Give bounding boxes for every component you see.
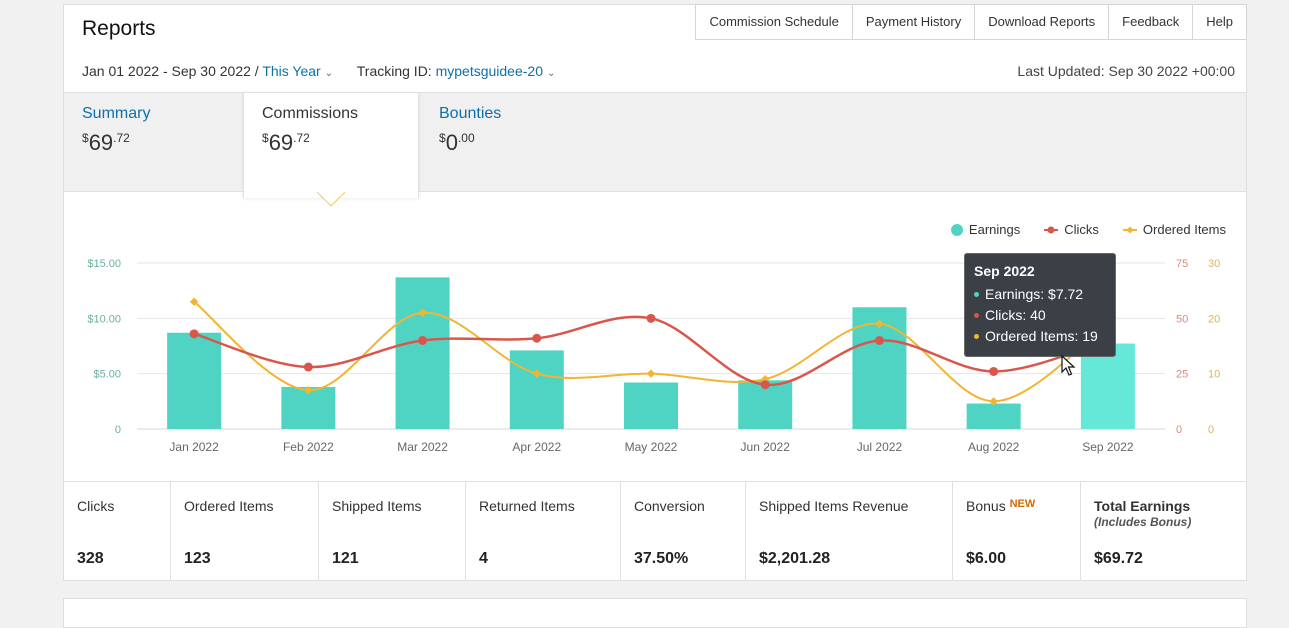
ordered-items-line-icon bbox=[1122, 225, 1137, 234]
stat-ordered-items: Ordered Items 123 bbox=[171, 482, 319, 581]
ordered-items-point bbox=[304, 386, 313, 395]
tooltip-title: Sep 2022 bbox=[974, 263, 1035, 279]
next-panel bbox=[63, 598, 1247, 628]
top-links: Commission Schedule Payment History Down… bbox=[695, 4, 1247, 40]
stat-shipped-items: Shipped Items 121 bbox=[319, 482, 466, 581]
legend-earnings[interactable]: Earnings bbox=[950, 222, 1020, 237]
earnings-dot-icon bbox=[950, 223, 963, 236]
clicks-point bbox=[646, 313, 656, 323]
reports-panel: Reports Commission Schedule Payment Hist… bbox=[63, 4, 1247, 581]
tracking-label: Tracking ID: bbox=[356, 63, 436, 79]
payment-history-link[interactable]: Payment History bbox=[853, 5, 976, 39]
help-link[interactable]: Help bbox=[1193, 5, 1247, 39]
feedback-link[interactable]: Feedback bbox=[1109, 5, 1194, 39]
tab-label: Commissions bbox=[262, 105, 359, 122]
x-tick-label: Feb 2022 bbox=[283, 440, 334, 454]
x-tick-label: Jun 2022 bbox=[741, 440, 791, 454]
ordered-items-point bbox=[646, 369, 656, 378]
clicks-point bbox=[874, 335, 884, 345]
stat-clicks: Clicks 328 bbox=[64, 482, 171, 581]
commission-schedule-link[interactable]: Commission Schedule bbox=[696, 5, 853, 39]
last-updated: Last Updated: Sep 30 2022 +00:00 bbox=[1017, 63, 1235, 79]
legend-ordered-items[interactable]: Ordered Items bbox=[1122, 222, 1226, 237]
clicks-point bbox=[532, 333, 542, 343]
x-tick-label: Sep 2022 bbox=[1082, 440, 1134, 454]
stat-conversion: Conversion 37.50% bbox=[621, 482, 746, 581]
stats-row: Clicks 328 Ordered Items 123 Shipped Items… bbox=[64, 481, 1246, 581]
earnings-bar bbox=[509, 350, 564, 429]
tracking-id-dropdown[interactable]: mypetsguidee-20 bbox=[435, 63, 543, 79]
chart-legend: Earnings Clicks Ordered Items bbox=[950, 222, 1226, 237]
tab-amount: $69.72 bbox=[262, 130, 310, 155]
y-right-clicks-tick-label: 0 bbox=[1176, 424, 1182, 436]
tab-label: Summary bbox=[82, 105, 151, 122]
earnings-bar bbox=[167, 332, 222, 429]
tooltip-ordered: Ordered Items: 19 bbox=[974, 328, 1106, 344]
tabs-band: Summary $69.72 Commissions $69.72 Bounti… bbox=[64, 92, 1246, 198]
y-left-tick-label: $10.00 bbox=[87, 313, 121, 325]
tab-commissions[interactable]: Commissions $69.72 bbox=[243, 92, 419, 198]
earnings-bar bbox=[624, 382, 678, 429]
earnings-bar bbox=[395, 277, 450, 429]
clicks-point bbox=[303, 362, 313, 372]
earnings-bar bbox=[966, 403, 1021, 429]
tooltip-earnings: Earnings: $7.72 bbox=[974, 286, 1106, 302]
y-right-clicks-tick-label: 75 bbox=[1176, 258, 1188, 270]
stat-bonus: Bonus NEW $6.00 bbox=[953, 482, 1081, 581]
chart-tooltip: Sep 2022 Earnings: $7.72 Clicks: 40 Orde… bbox=[964, 253, 1116, 357]
x-tick-label: May 2022 bbox=[625, 440, 678, 454]
x-tick-label: Apr 2022 bbox=[512, 440, 561, 454]
date-range: Jan 01 2022 - Sep 30 2022 / bbox=[82, 63, 263, 79]
y-right-clicks-tick-label: 25 bbox=[1176, 369, 1188, 381]
tab-bounties[interactable]: Bounties $0.00 bbox=[421, 93, 597, 193]
ordered-items-point bbox=[418, 308, 427, 318]
clicks-point bbox=[418, 335, 428, 345]
tab-summary[interactable]: Summary $69.72 bbox=[64, 93, 240, 193]
new-badge: NEW bbox=[1009, 498, 1036, 510]
mouse-cursor-icon bbox=[1061, 355, 1076, 376]
stat-total-earnings: Total Earnings (Includes Bonus) $69.72 bbox=[1094, 498, 1192, 567]
clicks-line-icon bbox=[1044, 226, 1059, 233]
chevron-down-icon[interactable]: ⌄ bbox=[324, 68, 334, 79]
x-tick-label: Mar 2022 bbox=[397, 440, 448, 454]
earnings-bar bbox=[1080, 343, 1135, 429]
clicks-point bbox=[189, 329, 199, 339]
y-right-ordered-tick-label: 0 bbox=[1208, 424, 1214, 436]
clicks-point bbox=[760, 380, 770, 390]
x-tick-label: Jan 2022 bbox=[169, 440, 219, 454]
tab-amount: $69.72 bbox=[82, 130, 130, 155]
earnings-chart: 0 $5.00 $10.00 $15.00 0 25 50 75 0 10 20 30 Jan 2022… bbox=[87, 258, 1220, 454]
legend-clicks[interactable]: Clicks bbox=[1044, 222, 1099, 237]
y-left-tick-label: $15.00 bbox=[87, 258, 121, 270]
tab-amount: $0.00 bbox=[439, 130, 475, 155]
x-tick-label: Aug 2022 bbox=[968, 440, 1020, 454]
filter-row: Jan 01 2022 - Sep 30 2022 / This Year ⌄ T… bbox=[82, 63, 575, 79]
stat-shipped-revenue: Shipped Items Revenue $2,201.28 bbox=[746, 482, 953, 581]
y-left-tick-label: $5.00 bbox=[93, 369, 121, 381]
chevron-down-icon[interactable]: ⌄ bbox=[547, 68, 556, 79]
ordered-items-point bbox=[875, 319, 884, 329]
y-right-ordered-tick-label: 30 bbox=[1208, 258, 1220, 270]
tab-pointer bbox=[317, 192, 345, 207]
y-right-clicks-tick-label: 50 bbox=[1176, 313, 1188, 325]
clicks-point bbox=[989, 366, 999, 376]
tooltip-clicks: Clicks: 40 bbox=[974, 307, 1106, 323]
x-tick-label: Jul 2022 bbox=[857, 440, 903, 454]
download-reports-link[interactable]: Download Reports bbox=[975, 5, 1110, 39]
tab-label: Bounties bbox=[439, 105, 502, 122]
page-title: Reports bbox=[82, 17, 156, 40]
y-right-ordered-tick-label: 20 bbox=[1208, 313, 1220, 325]
stat-returned-items: Returned Items 4 bbox=[466, 482, 621, 581]
y-left-tick-label: 0 bbox=[115, 424, 121, 436]
period-dropdown[interactable]: This Year bbox=[262, 63, 321, 79]
y-right-ordered-tick-label: 10 bbox=[1208, 369, 1220, 381]
